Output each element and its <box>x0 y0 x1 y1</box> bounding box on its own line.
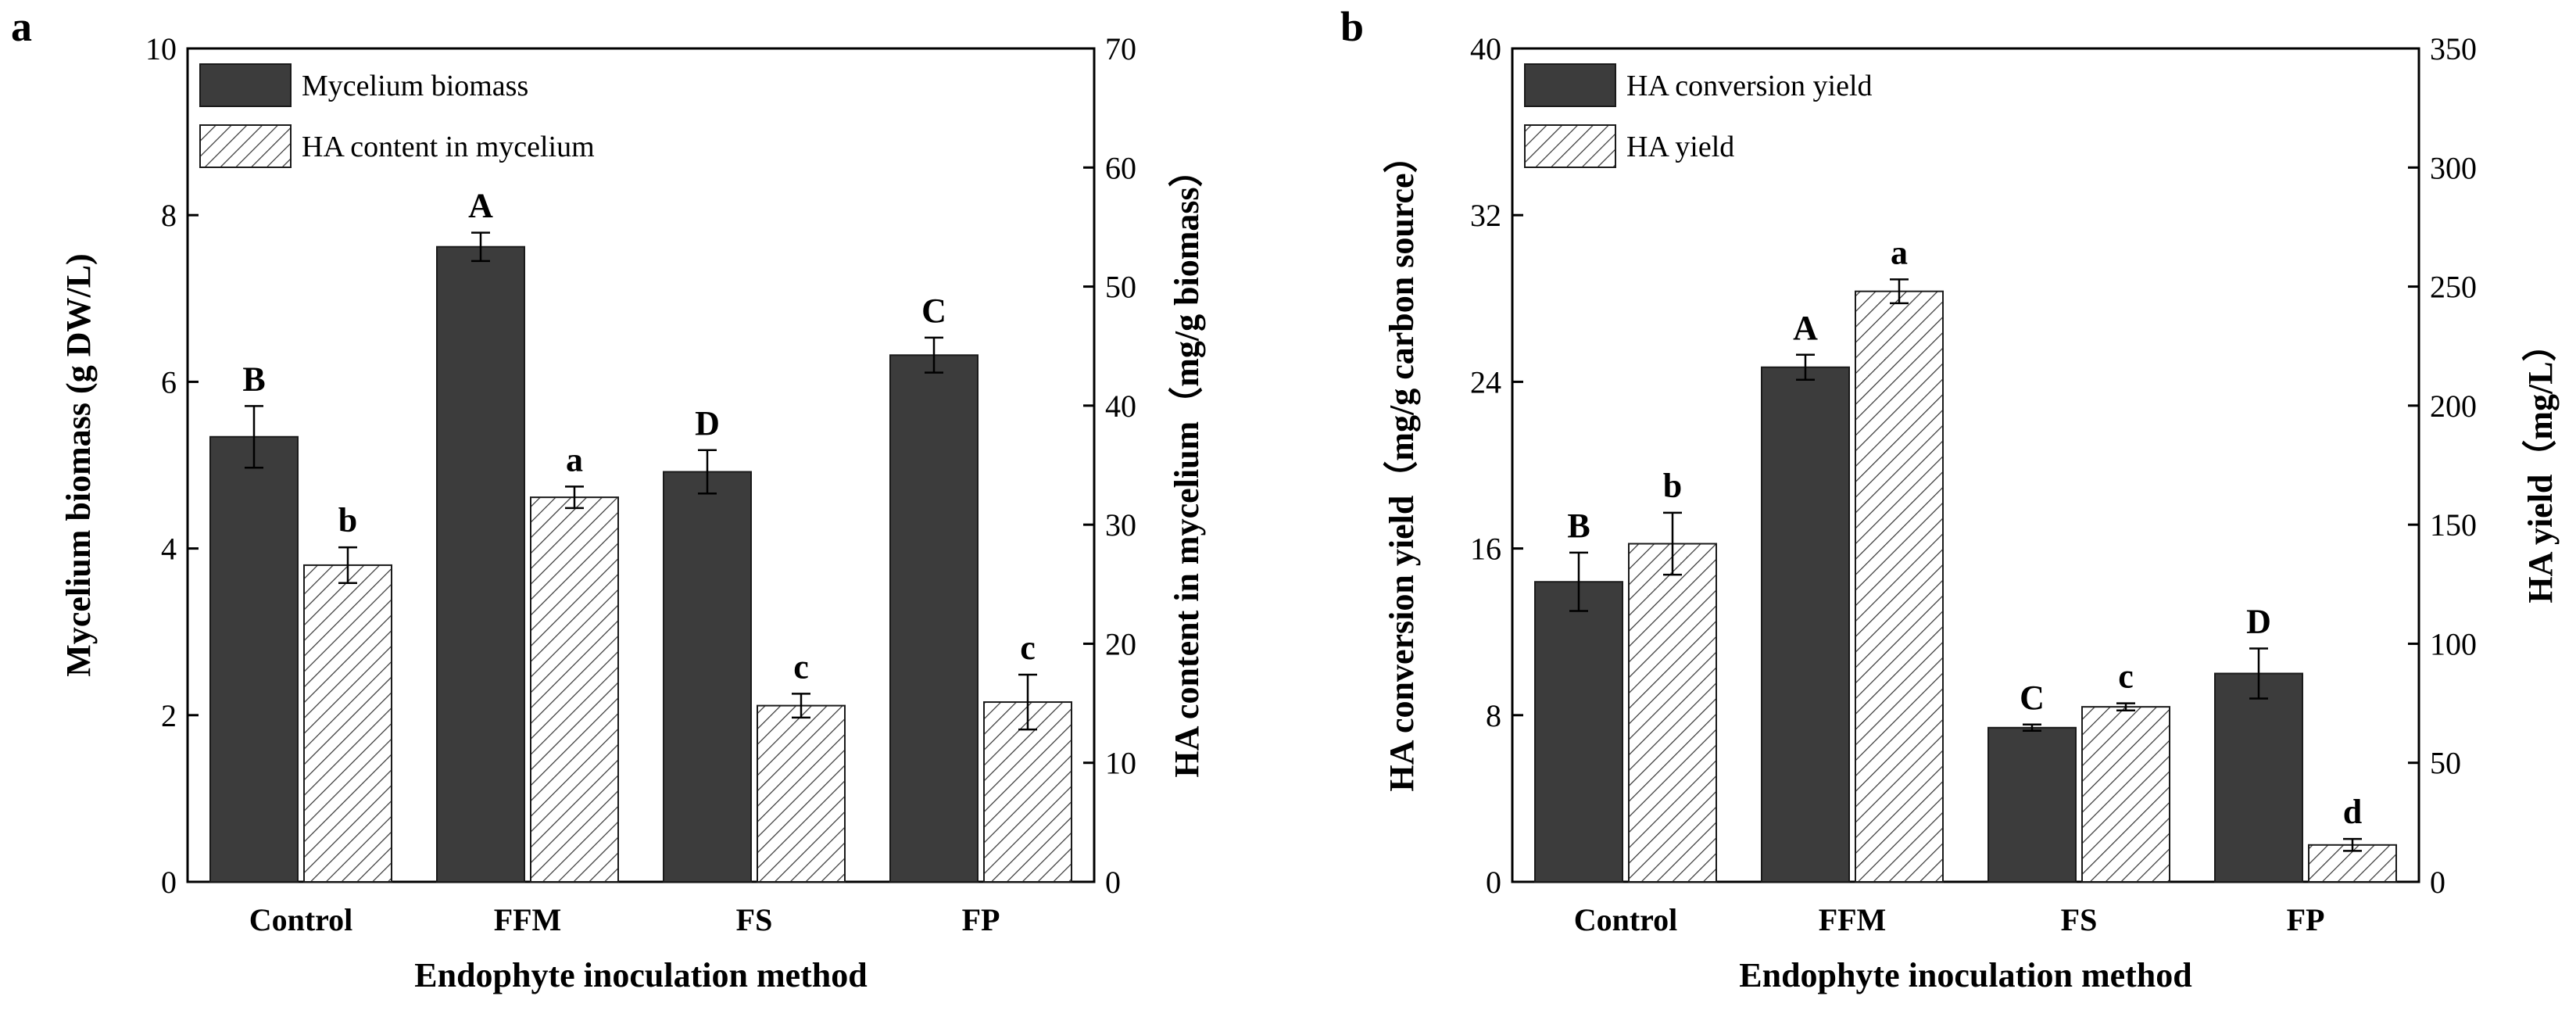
y-axis-right-label: HA content in mycelium（mg/g biomass） <box>1168 152 1206 777</box>
y-axis-right-label: HA yield（mg/L） <box>2521 327 2560 603</box>
bar <box>1534 581 1623 883</box>
bar <box>2214 672 2303 883</box>
significance-label: c <box>2118 657 2134 696</box>
x-tick-label: Control <box>249 902 353 937</box>
significance-label: C <box>921 292 946 330</box>
x-tick-label: FFM <box>494 902 562 937</box>
bar <box>530 496 619 883</box>
y-left-tick-label: 8 <box>1486 698 1501 733</box>
plot-frame <box>1511 47 2420 883</box>
significance-label: C <box>2020 679 2045 717</box>
bar <box>1855 290 1944 883</box>
significance-label: D <box>695 404 720 442</box>
bar <box>757 704 846 883</box>
legend-swatch <box>1524 63 1616 107</box>
x-tick-label: FS <box>2061 902 2098 937</box>
y-right-tick-label: 350 <box>2430 31 2477 66</box>
legend-label: HA yield <box>1626 131 1734 163</box>
x-axis-label: Endophyte inoculation method <box>414 956 867 994</box>
y-right-tick-label: 40 <box>1105 389 1136 424</box>
significance-label: B <box>242 360 265 398</box>
y-left-tick-label: 32 <box>1470 198 1501 233</box>
x-tick-label: FFM <box>1819 902 1887 937</box>
chart-panel-b: b 0 8 16 24 32 40 0 50 100 150 200 250 300 350 Control… <box>1340 3 2560 994</box>
bar <box>889 354 979 883</box>
y-axis-left-label: Mycelium biomass (g DW/L) <box>59 253 98 676</box>
y-left-tick-label: 6 <box>161 364 177 399</box>
y-right-tick-label: 200 <box>2430 389 2477 424</box>
significance-label: D <box>2246 603 2271 641</box>
y-right-tick-label: 0 <box>2430 865 2445 900</box>
y-left-tick-label: 24 <box>1470 364 1501 399</box>
legend-label: Mycelium biomass <box>302 70 528 102</box>
x-tick-label: FS <box>736 902 773 937</box>
bar <box>436 245 525 883</box>
y-left-tick-label: 0 <box>1486 865 1501 900</box>
legend-swatch <box>1524 124 1616 168</box>
legend-label: HA content in mycelium <box>302 131 595 163</box>
y-left-tick-label: 2 <box>161 698 177 733</box>
y-right-tick-label: 20 <box>1105 626 1136 661</box>
legend-swatch <box>199 124 292 168</box>
significance-label: a <box>566 440 583 478</box>
bar <box>663 471 752 883</box>
chart-panel-a: a 0 2 4 6 8 10 0 10 20 30 40 50 60 70 Control Bb FFM Aa FS… <box>11 3 1206 994</box>
panel-label: b <box>1340 3 1364 50</box>
x-tick-label: Control <box>1574 902 1678 937</box>
y-left-tick-label: 4 <box>161 532 177 567</box>
y-left-tick-label: 40 <box>1470 31 1501 66</box>
y-right-tick-label: 30 <box>1105 507 1136 543</box>
legend-swatch <box>199 63 292 107</box>
panel-label: a <box>11 3 32 50</box>
significance-label: a <box>1891 233 1908 271</box>
y-right-tick-label: 60 <box>1105 150 1136 185</box>
y-axis-left-label: HA conversion yield（mg/g carbon source） <box>1383 138 1421 791</box>
significance-label: c <box>1020 629 1036 667</box>
significance-label: B <box>1567 507 1590 545</box>
plot-frame <box>186 47 1096 883</box>
bar <box>209 435 299 883</box>
y-right-tick-label: 0 <box>1105 865 1121 900</box>
bar <box>2081 706 2170 883</box>
significance-label: A <box>1793 309 1818 347</box>
y-right-tick-label: 300 <box>2430 150 2477 185</box>
y-right-tick-label: 10 <box>1105 746 1136 781</box>
y-right-tick-label: 150 <box>2430 507 2477 543</box>
bar <box>983 701 1072 883</box>
x-axis-label: Endophyte inoculation method <box>1739 956 2191 994</box>
significance-label: b <box>338 501 357 539</box>
bar <box>1987 726 2077 883</box>
significance-label: b <box>1663 467 1682 505</box>
y-left-tick-label: 16 <box>1470 532 1501 567</box>
significance-label: d <box>2343 793 2362 831</box>
legend-label: HA conversion yield <box>1626 70 1873 102</box>
significance-label: c <box>793 647 809 686</box>
y-right-tick-label: 50 <box>2430 746 2461 781</box>
x-tick-label: FP <box>962 902 1000 937</box>
x-tick-label: FP <box>2287 902 2325 937</box>
y-left-tick-label: 10 <box>145 31 177 66</box>
bar <box>303 564 392 883</box>
bar <box>1628 543 1717 883</box>
y-right-tick-label: 70 <box>1105 31 1136 66</box>
y-left-tick-label: 8 <box>161 198 177 233</box>
y-right-tick-label: 250 <box>2430 270 2477 305</box>
y-right-tick-label: 50 <box>1105 270 1136 305</box>
significance-label: A <box>468 187 493 225</box>
y-right-tick-label: 100 <box>2430 626 2477 661</box>
bar <box>1761 366 1850 883</box>
y-left-tick-label: 0 <box>161 865 177 900</box>
